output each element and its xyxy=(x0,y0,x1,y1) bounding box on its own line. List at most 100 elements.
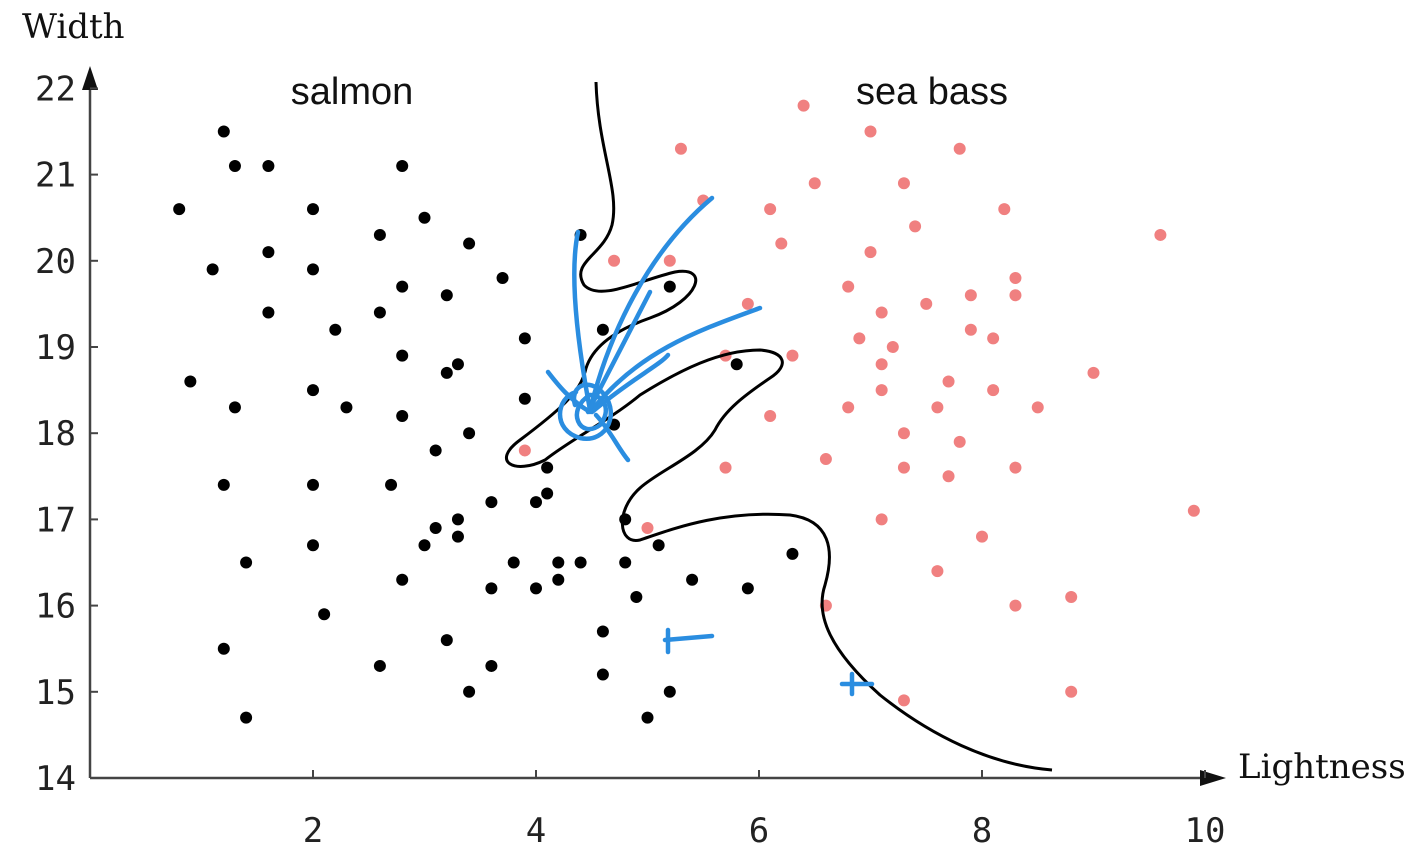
sea-bass-point xyxy=(897,427,910,440)
salmon-point xyxy=(574,556,587,569)
sea-bass-point xyxy=(931,401,944,414)
sea-bass-point xyxy=(518,444,531,457)
sea-bass-point xyxy=(976,530,988,543)
salmon-point xyxy=(373,306,386,319)
sea-bass-point xyxy=(953,435,966,448)
sea-bass-point xyxy=(875,513,888,526)
sea-bass-point xyxy=(1087,366,1100,379)
salmon-point xyxy=(630,590,643,603)
salmon-point xyxy=(485,582,498,595)
sea-bass-point xyxy=(964,289,977,302)
salmon-region-label: salmon xyxy=(291,71,414,113)
salmon-point xyxy=(173,203,186,216)
salmon-point xyxy=(240,711,253,724)
salmon-point xyxy=(530,582,542,595)
sea-bass-region-label: sea bass xyxy=(856,71,1008,113)
sea-bass-point xyxy=(1065,590,1078,603)
sea-bass-point xyxy=(998,203,1011,216)
salmon-point xyxy=(596,625,609,638)
sea-bass-point xyxy=(1009,272,1022,285)
salmon-point xyxy=(518,332,531,345)
sea-bass-point xyxy=(842,401,855,414)
sea-bass-point xyxy=(808,177,821,190)
sea-bass-point xyxy=(608,254,621,267)
y-axis-arrow xyxy=(82,66,98,90)
salmon-point xyxy=(451,358,464,371)
sea-bass-point xyxy=(719,461,732,474)
salmon-point xyxy=(385,478,398,491)
salmon-point xyxy=(307,203,319,216)
salmon-point xyxy=(318,608,331,621)
sea-bass-point xyxy=(853,332,866,345)
sea-bass-point xyxy=(964,323,977,336)
salmon-point xyxy=(418,211,431,224)
sea-bass-point xyxy=(897,694,910,707)
salmon-point xyxy=(552,556,565,569)
salmon-point xyxy=(307,384,319,397)
decision-boundary xyxy=(505,81,1053,772)
salmon-point xyxy=(507,556,520,569)
salmon-point xyxy=(396,349,409,362)
sea-bass-point xyxy=(741,297,754,310)
sea-bass-point xyxy=(775,237,788,250)
x-tick-label: 8 xyxy=(972,811,992,848)
salmon-point xyxy=(329,323,342,336)
sea-bass-point xyxy=(1009,461,1022,474)
salmon-point xyxy=(440,634,453,647)
sea-bass-point xyxy=(875,306,888,319)
sea-bass-point xyxy=(663,254,676,267)
sea-bass-point xyxy=(1009,289,1022,302)
y-tick-label: 16 xyxy=(35,587,76,627)
salmon-point xyxy=(485,496,498,509)
y-axis-label: Width xyxy=(22,7,125,47)
sea-bass-point xyxy=(1009,599,1022,612)
salmon-point xyxy=(541,461,554,474)
axes xyxy=(88,78,1212,780)
salmon-point xyxy=(485,659,498,672)
sea-bass-point xyxy=(864,246,877,259)
sea-bass-point xyxy=(1031,401,1044,414)
sea-bass-point xyxy=(897,177,910,190)
x-tick-label: 6 xyxy=(749,811,769,848)
salmon-point xyxy=(217,125,230,138)
salmon-point xyxy=(463,685,476,698)
sea-bass-point xyxy=(953,142,966,155)
y-tick-label: 17 xyxy=(35,500,76,540)
y-tick-label: 18 xyxy=(35,414,76,454)
sea-bass-point xyxy=(920,297,933,310)
salmon-point xyxy=(217,478,230,491)
salmon-point xyxy=(262,246,275,259)
salmon-point xyxy=(240,556,253,569)
sea-bass-point xyxy=(875,384,888,397)
salmon-point xyxy=(228,401,241,414)
sea-bass-point xyxy=(931,565,944,578)
sea-bass-point xyxy=(1187,504,1200,517)
salmon-point xyxy=(463,237,476,250)
salmon-point xyxy=(228,159,241,172)
salmon-point xyxy=(686,573,699,586)
sea-bass-point xyxy=(819,453,832,466)
salmon-point xyxy=(396,159,409,172)
sea-bass-point xyxy=(786,349,799,362)
salmon-point xyxy=(619,556,632,569)
sea-bass-point xyxy=(1154,228,1167,241)
salmon-point xyxy=(496,272,509,285)
salmon-point xyxy=(262,159,275,172)
salmon-point xyxy=(730,358,743,371)
salmon-point xyxy=(663,685,676,698)
salmon-point xyxy=(552,573,565,586)
sea-bass-point xyxy=(942,470,955,483)
y-tick-label: 15 xyxy=(35,673,76,713)
sea-bass-point xyxy=(842,280,855,293)
salmon-point xyxy=(596,668,609,681)
x-axis-label: Lightness xyxy=(1238,747,1406,787)
salmon-point xyxy=(530,496,542,509)
salmon-point xyxy=(451,530,464,543)
salmon-point xyxy=(652,539,665,552)
sea-bass-point xyxy=(764,203,777,216)
sea-bass-point xyxy=(886,341,899,353)
y-tick-label: 14 xyxy=(35,759,76,799)
sea-bass-point xyxy=(942,375,955,388)
salmon-point xyxy=(463,427,476,440)
